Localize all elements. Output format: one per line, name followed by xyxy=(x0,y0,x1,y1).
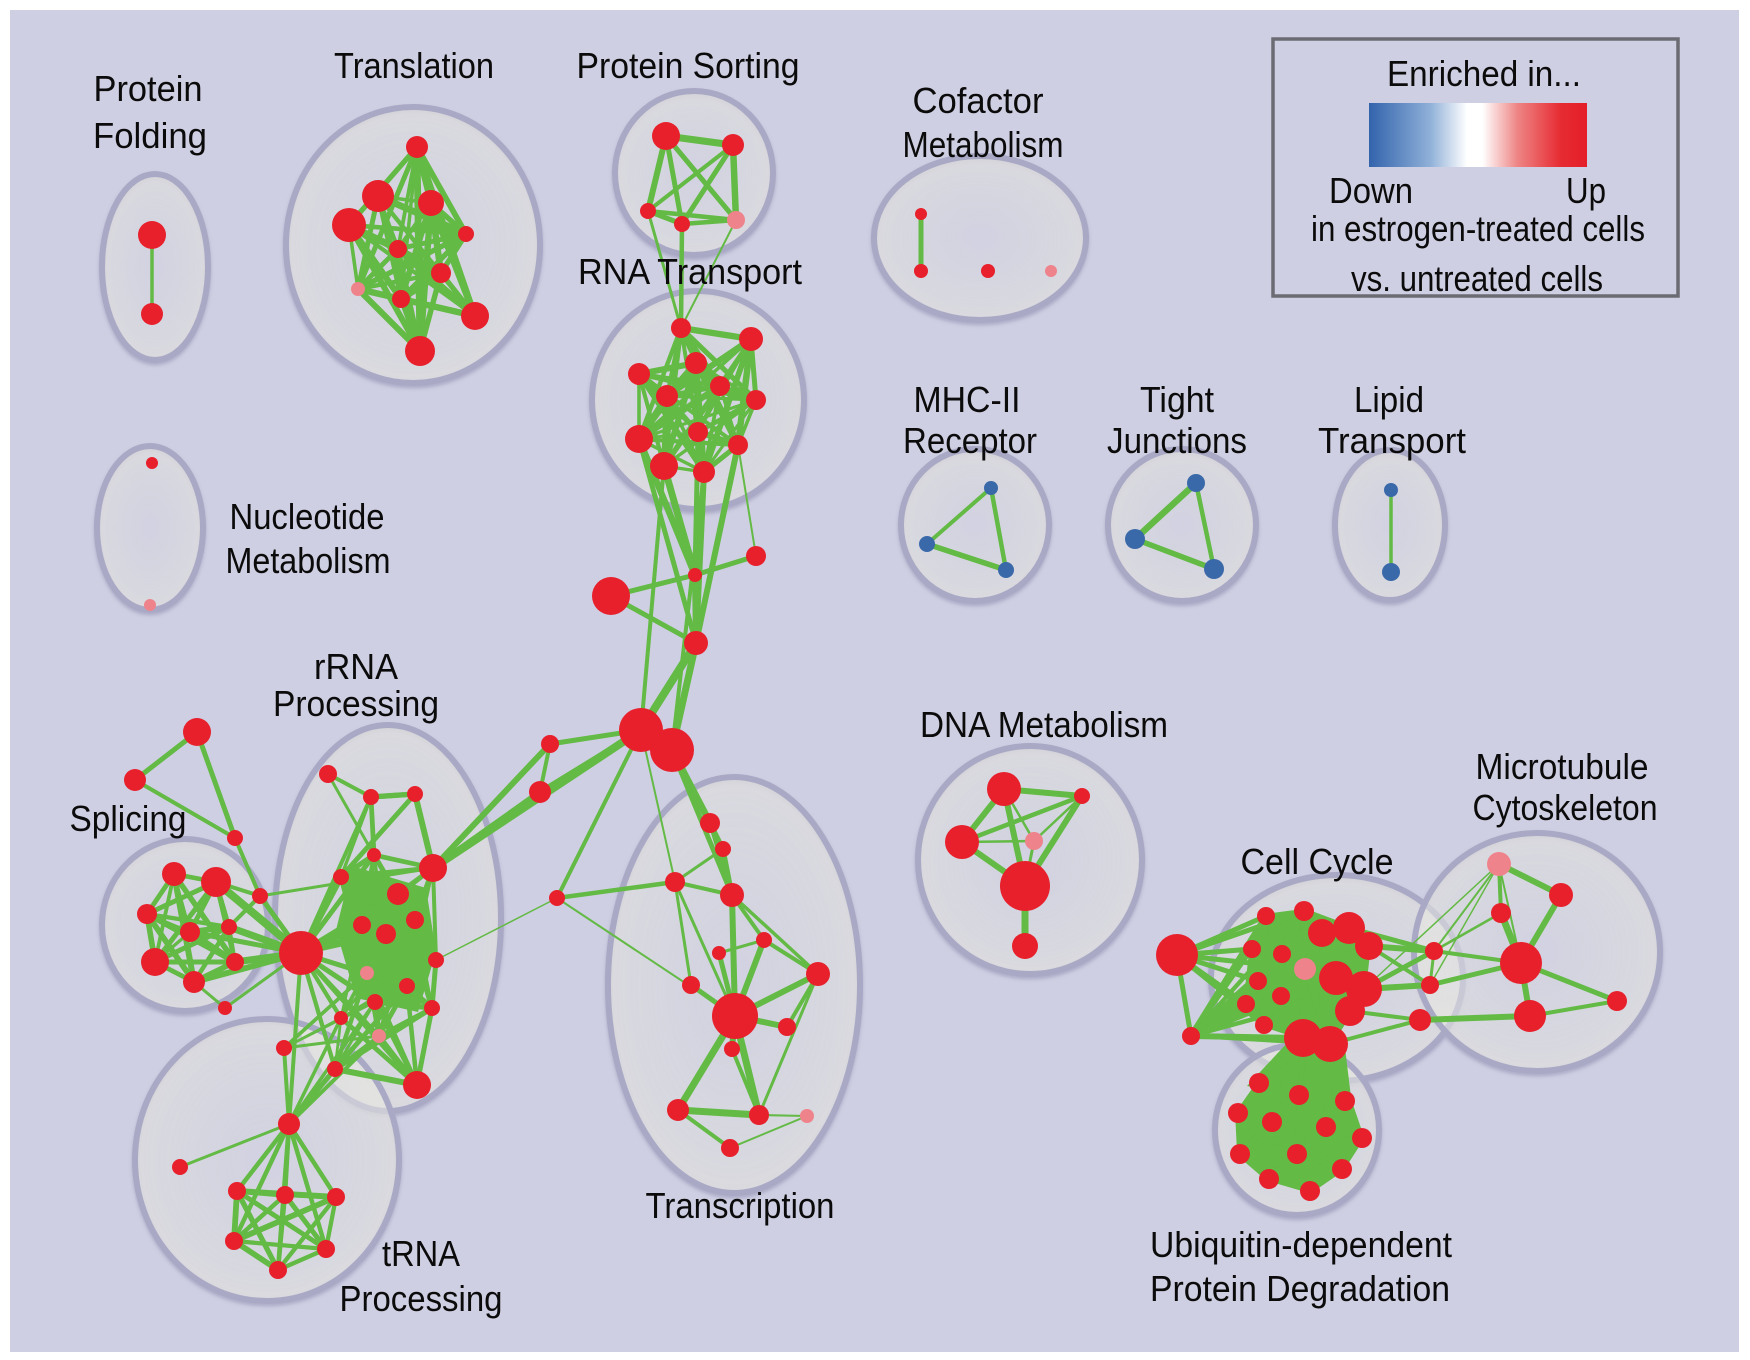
svg-text:rRNA: rRNA xyxy=(314,646,398,687)
svg-text:tRNA: tRNA xyxy=(382,1233,460,1274)
svg-text:Metabolism: Metabolism xyxy=(226,540,391,581)
svg-text:Cytoskeleton: Cytoskeleton xyxy=(1473,787,1658,828)
svg-text:Microtubule: Microtubule xyxy=(1476,746,1649,787)
svg-text:Splicing: Splicing xyxy=(70,798,187,839)
svg-text:Folding: Folding xyxy=(93,115,207,156)
svg-text:Translation: Translation xyxy=(334,45,494,86)
svg-text:Junctions: Junctions xyxy=(1107,420,1247,461)
svg-text:Cell Cycle: Cell Cycle xyxy=(1241,841,1394,882)
svg-text:Up: Up xyxy=(1566,170,1606,211)
svg-text:Protein Sorting: Protein Sorting xyxy=(577,45,800,86)
svg-text:Processing: Processing xyxy=(273,683,439,724)
svg-text:DNA Metabolism: DNA Metabolism xyxy=(920,704,1168,745)
svg-text:Transcription: Transcription xyxy=(646,1185,835,1226)
svg-text:Tight: Tight xyxy=(1140,379,1214,420)
svg-text:Down: Down xyxy=(1329,170,1413,211)
svg-text:Enriched in...: Enriched in... xyxy=(1387,53,1581,94)
svg-text:Protein Degradation: Protein Degradation xyxy=(1150,1268,1450,1309)
svg-text:in estrogen-treated cells: in estrogen-treated cells xyxy=(1311,208,1645,249)
svg-text:Receptor: Receptor xyxy=(903,420,1037,461)
svg-text:RNA Transport: RNA Transport xyxy=(578,251,802,292)
svg-text:Transport: Transport xyxy=(1318,420,1466,461)
svg-text:Nucleotide: Nucleotide xyxy=(230,496,385,537)
svg-text:MHC-II: MHC-II xyxy=(914,379,1021,420)
svg-text:vs. untreated cells: vs. untreated cells xyxy=(1351,258,1603,299)
svg-text:Lipid: Lipid xyxy=(1354,379,1424,420)
svg-text:Protein: Protein xyxy=(94,68,203,109)
svg-text:Ubiquitin-dependent: Ubiquitin-dependent xyxy=(1150,1224,1452,1265)
svg-text:Processing: Processing xyxy=(340,1278,503,1319)
svg-text:Cofactor: Cofactor xyxy=(913,80,1044,121)
svg-text:Metabolism: Metabolism xyxy=(903,124,1064,165)
